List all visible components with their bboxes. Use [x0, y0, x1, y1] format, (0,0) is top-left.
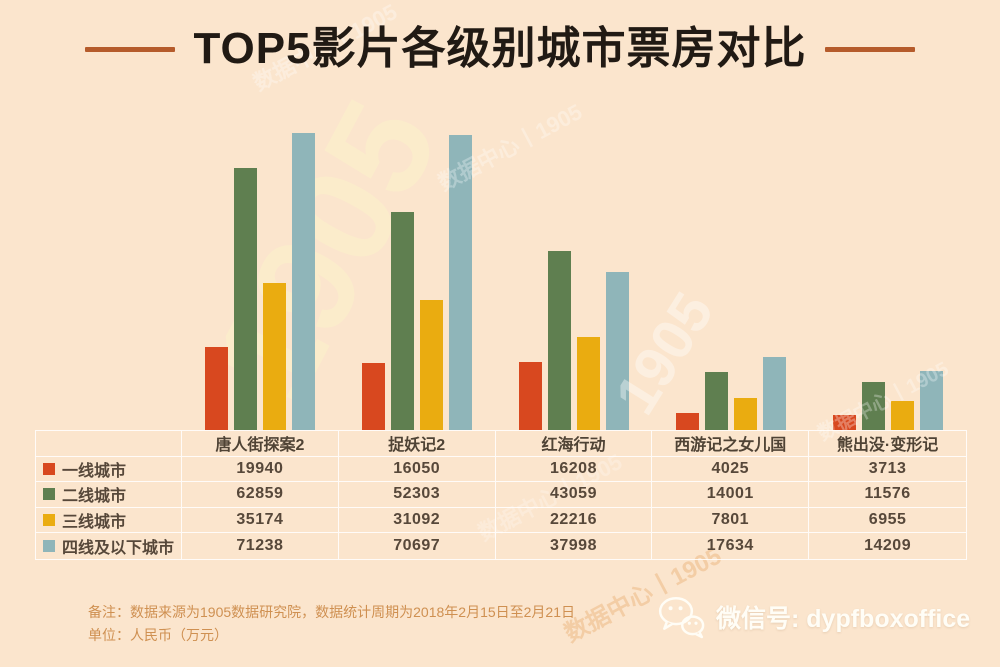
- table-value-cell: 35174: [182, 507, 339, 534]
- bar-四线及以下城市-熊出没·变形记: [920, 370, 944, 430]
- bar-group-唐人街探案2: [181, 133, 338, 430]
- bar-四线及以下城市-捉妖记2: [448, 135, 472, 430]
- page-title: TOP5影片各级别城市票房对比: [193, 24, 807, 73]
- bar-一线城市-捉妖记2: [361, 363, 385, 430]
- bar-一线城市-西游记之女儿国: [676, 413, 700, 430]
- legend-swatch: [43, 462, 55, 475]
- table-value-cell: 52303: [338, 482, 496, 508]
- header: TOP5影片各级别城市票房对比: [0, 24, 1000, 75]
- footnotes: 备注：数据来源为1905数据研究院，数据统计周期为2018年2月15日至2月21…: [88, 601, 575, 647]
- table-value-cell: 70697: [339, 533, 496, 559]
- table-value-cell: 19940: [182, 456, 339, 483]
- table-value-cell: 16050: [338, 456, 496, 483]
- legend-label: 二线城市: [62, 488, 127, 506]
- bar-二线城市-捉妖记2: [390, 211, 414, 430]
- table-value-cell: 37998: [496, 533, 653, 559]
- table-header-cell: 唐人街探案2: [182, 431, 339, 457]
- note-source: 备注：数据来源为1905数据研究院，数据统计周期为2018年2月15日至2月21…: [88, 604, 576, 620]
- table-value-cell: 16208: [495, 456, 653, 483]
- legend-label: 三线城市: [62, 514, 127, 532]
- table-header-cell: 西游记之女儿国: [652, 431, 810, 457]
- bar-四线及以下城市-红海行动: [606, 271, 629, 430]
- wechat-id: 微信号: dypfboxoffice: [716, 605, 971, 633]
- bar-group-西游记之女儿国: [653, 133, 810, 430]
- bar-二线城市-熊出没·变形记: [862, 381, 886, 430]
- table-value-cell: 7801: [652, 507, 810, 534]
- table-value-cell: 43059: [495, 482, 653, 508]
- bar-group-捉妖记2: [338, 133, 495, 430]
- table-header-cell: 熊出没·变形记: [809, 431, 966, 457]
- table-value-cell: 62859: [182, 482, 339, 508]
- bar-三线城市-红海行动: [577, 337, 600, 430]
- table-value-cell: 6955: [809, 508, 966, 534]
- legend-label: 一线城市: [62, 462, 127, 480]
- data-table: 唐人街探案2 捉妖记2 红海行动 西游记之女儿国 熊出没·变形记一线城市 19940 160…: [35, 430, 967, 560]
- table-value-cell: 22216: [495, 507, 653, 534]
- legend-row-label: 三线城市: [36, 507, 182, 534]
- table-value-cell: 11576: [809, 482, 966, 508]
- wechat-block: 微信号: dypfboxoffice: [656, 594, 970, 640]
- legend-swatch: [43, 540, 55, 553]
- table-value-cell: 31092: [338, 507, 496, 534]
- bar-三线城市-西游记之女儿国: [734, 397, 758, 430]
- legend-swatch: [43, 488, 55, 501]
- bar-一线城市-红海行动: [519, 362, 542, 430]
- bar-二线城市-西游记之女儿国: [705, 371, 729, 430]
- table-value-cell: 4025: [652, 456, 810, 483]
- bar-chart: [181, 133, 967, 430]
- bar-一线城市-唐人街探案2: [204, 346, 228, 430]
- table-value-cell: 14209: [864, 537, 912, 555]
- note-unit: 单位：人民币（万元）: [88, 627, 228, 643]
- legend-row-label: 四线及以下城市: [36, 533, 182, 559]
- bar-一线城市-熊出没·变形记: [833, 414, 857, 430]
- table-header-cell: 捉妖记2: [338, 431, 496, 457]
- table-value-cell: 14001: [652, 482, 810, 508]
- legend-row-label: 二线城市: [36, 482, 182, 508]
- table-value-cell: 3713: [809, 457, 966, 483]
- bar-group-熊出没·变形记: [810, 133, 967, 430]
- title-dash-left: [85, 46, 176, 52]
- legend-row-label: 一线城市: [36, 456, 182, 483]
- bar-二线城市-红海行动: [548, 250, 571, 430]
- bar-三线城市-捉妖记2: [419, 300, 443, 430]
- wechat-icon: [656, 594, 706, 640]
- title-dash-right: [824, 46, 915, 52]
- table-value-cell: 17634: [652, 533, 810, 559]
- table-value-cell: 71238: [182, 533, 339, 559]
- bar-二线城市-唐人街探案2: [233, 167, 257, 430]
- bar-三线城市-唐人街探案2: [262, 283, 286, 430]
- bar-四线及以下城市-唐人街探案2: [291, 133, 315, 430]
- table-header-cell: 红海行动: [495, 431, 653, 457]
- legend-label: 四线及以下城市: [62, 540, 175, 558]
- bar-四线及以下城市-西游记之女儿国: [763, 356, 787, 430]
- bar-group-红海行动: [495, 133, 652, 430]
- table-corner-cell: [36, 431, 182, 457]
- bar-三线城市-熊出没·变形记: [891, 401, 915, 430]
- legend-swatch: [43, 514, 55, 527]
